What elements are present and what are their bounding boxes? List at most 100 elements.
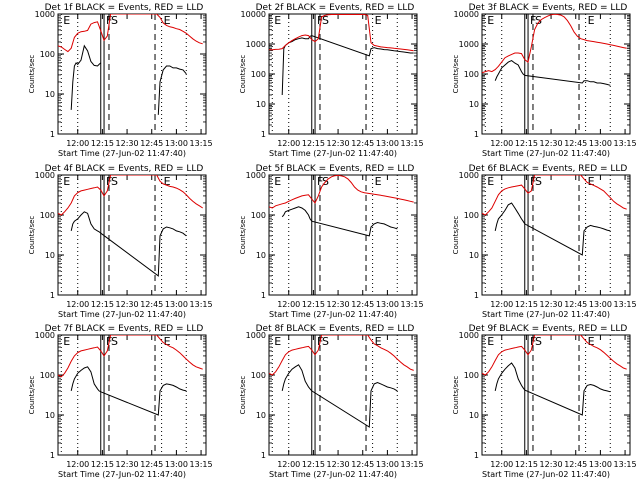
series-line-lld <box>269 175 414 209</box>
x-tick-label: 13:15 <box>401 300 424 309</box>
y-tick-label: 100 <box>251 211 266 220</box>
x-tick-label: 12:45 <box>140 300 163 309</box>
x-tick-label: 12:45 <box>564 139 587 148</box>
plot-frame <box>268 13 418 135</box>
y-axis-label: Counts/sec <box>28 216 36 255</box>
series-line-events <box>281 364 398 428</box>
panel-title: Det 9f BLACK = Events, RED = LLD <box>469 324 628 334</box>
y-tick-label: 10 <box>469 411 479 420</box>
y-tick-label: 1 <box>50 451 55 460</box>
marker-label: E <box>164 14 171 27</box>
x-tick-label: 12:00 <box>66 460 89 469</box>
panel-7: Det 7f BLACK = Events, RED = LLD 1 10 100 10… <box>28 324 213 479</box>
y-tick-label: 10 <box>256 411 266 420</box>
series-line-events <box>281 206 398 237</box>
x-tick-label: 12:00 <box>490 300 513 309</box>
x-axis-label: Start Time (27-Jun-02 11:47:40) <box>58 149 186 158</box>
x-tick-label: 13:00 <box>376 460 399 469</box>
panel-title: Det 7f BLACK = Events, RED = LLD <box>45 324 204 334</box>
marker-label: S <box>111 335 118 348</box>
x-tick-label: 12:30 <box>116 460 139 469</box>
y-tick-label: 1000 <box>35 171 55 180</box>
marker-label: E <box>63 335 70 348</box>
marker-label: E <box>274 14 281 27</box>
marker-label: S <box>322 335 329 348</box>
series-line-lld <box>482 175 627 216</box>
y-axis-label: Counts/sec <box>28 55 36 94</box>
x-tick-label: 13:15 <box>401 460 424 469</box>
y-tick-label: 100 <box>251 70 266 79</box>
x-tick-label: 12:00 <box>66 139 89 148</box>
y-axis-label: Counts/sec <box>452 376 460 415</box>
marker-label: S <box>111 14 118 27</box>
x-tick-label: 13:00 <box>165 300 188 309</box>
y-tick-label: 10000 <box>241 10 266 19</box>
y-tick-label: 1000 <box>459 171 479 180</box>
panel-title: Det 1f BLACK = Events, RED = LLD <box>45 3 204 13</box>
x-tick-label: 13:15 <box>190 139 213 148</box>
x-axis-label: Start Time (27-Jun-02 11:47:40) <box>269 149 397 158</box>
x-axis-label: Start Time (27-Jun-02 11:47:40) <box>482 149 610 158</box>
y-tick-label: 10 <box>256 100 266 109</box>
y-tick-label: 100 <box>40 50 55 59</box>
plot-frame <box>481 174 631 296</box>
x-tick-label: 12:15 <box>302 460 325 469</box>
y-tick-label: 100 <box>40 211 55 220</box>
marker-label: E <box>487 175 494 188</box>
x-tick-label: 12:30 <box>327 300 350 309</box>
y-tick-label: 10 <box>469 251 479 260</box>
x-tick-label: 12:30 <box>327 460 350 469</box>
marker-label: E <box>487 335 494 348</box>
y-axis-label: Counts/sec <box>239 55 247 94</box>
marker-label: E <box>375 175 382 188</box>
plot-frame <box>481 334 631 456</box>
y-tick-label: 1000 <box>35 331 55 340</box>
x-tick-label: 13:00 <box>589 139 612 148</box>
y-tick-label: 10 <box>256 251 266 260</box>
series-line-events <box>281 35 414 96</box>
panel-2: Det 2f BLACK = Events, RED = LLD 1 10 100 10… <box>239 3 424 158</box>
marker-label: E <box>375 335 382 348</box>
x-tick-label: 12:00 <box>277 139 300 148</box>
series-line-events <box>70 211 187 277</box>
x-tick-label: 12:30 <box>540 139 563 148</box>
y-axis-label: Counts/sec <box>28 376 36 415</box>
panel-title: Det 3f BLACK = Events, RED = LLD <box>469 3 628 13</box>
x-tick-label: 12:30 <box>327 139 350 148</box>
marker-label: E <box>164 175 171 188</box>
marker-label: S <box>535 14 542 27</box>
x-tick-label: 12:15 <box>91 300 114 309</box>
y-tick-label: 1 <box>474 291 479 300</box>
marker-label: S <box>535 335 542 348</box>
x-tick-label: 12:30 <box>116 139 139 148</box>
x-tick-label: 12:15 <box>302 300 325 309</box>
x-tick-label: 12:45 <box>564 300 587 309</box>
x-tick-label: 12:00 <box>66 300 89 309</box>
marker-label: E <box>487 14 494 27</box>
y-axis-label: Counts/sec <box>239 216 247 255</box>
x-tick-label: 12:45 <box>140 139 163 148</box>
y-tick-label: 10 <box>45 251 55 260</box>
x-tick-label: 12:45 <box>351 460 374 469</box>
marker-label: F <box>317 14 323 27</box>
plot-frame <box>481 13 631 135</box>
y-tick-label: 1000 <box>459 331 479 340</box>
x-tick-label: 13:00 <box>165 139 188 148</box>
x-tick-label: 13:15 <box>401 139 424 148</box>
plot-frame <box>268 174 418 296</box>
series-line-lld <box>482 335 627 376</box>
x-tick-label: 13:15 <box>614 300 637 309</box>
panel-title: Det 4f BLACK = Events, RED = LLD <box>45 164 204 174</box>
y-tick-label: 1000 <box>246 171 266 180</box>
series-line-events <box>494 362 611 416</box>
x-tick-label: 12:15 <box>515 300 538 309</box>
y-axis-label: Counts/sec <box>452 55 460 94</box>
x-axis-label: Start Time (27-Jun-02 11:47:40) <box>269 310 397 319</box>
marker-label: S <box>535 175 542 188</box>
marker-label: E <box>588 175 595 188</box>
y-tick-label: 1 <box>261 291 266 300</box>
panel-title: Det 2f BLACK = Events, RED = LLD <box>256 3 415 13</box>
x-tick-label: 12:45 <box>564 460 587 469</box>
y-tick-label: 100 <box>464 211 479 220</box>
x-tick-label: 12:15 <box>515 460 538 469</box>
